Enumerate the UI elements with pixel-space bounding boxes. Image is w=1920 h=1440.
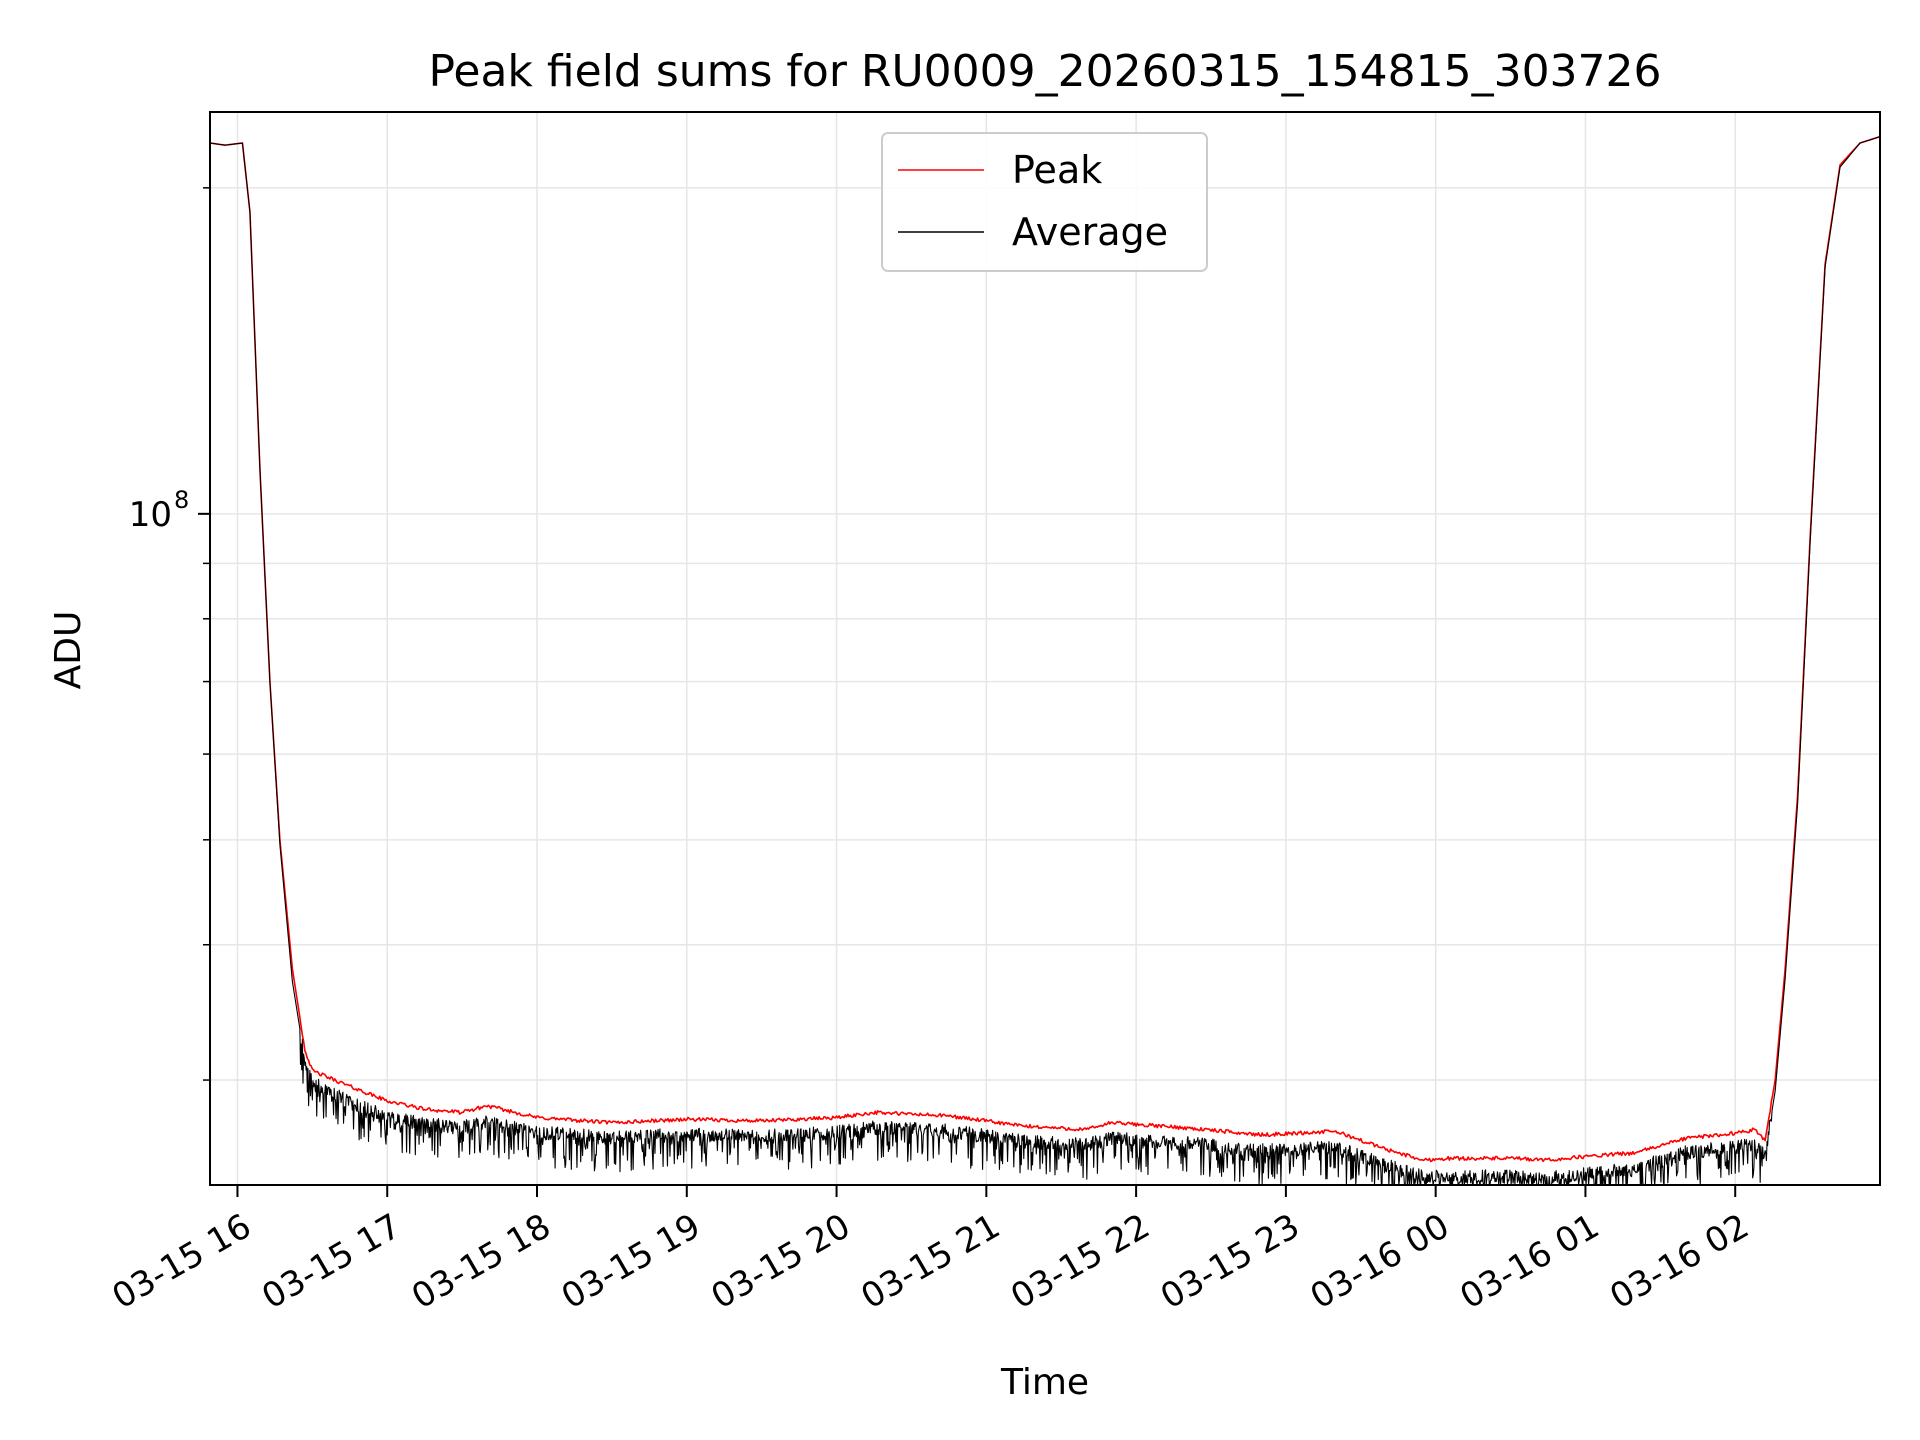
- grid-lines: [210, 112, 1880, 1185]
- legend-label-peak: Peak: [1012, 148, 1102, 192]
- y-tick-label-exponent: 8: [174, 486, 189, 514]
- plot-frame: [209, 111, 1881, 1186]
- chart-title: Peak field sums for RU0009_20260315_1548…: [428, 46, 1661, 97]
- y-tick-label-1e8: 10: [129, 495, 172, 535]
- y-tick-label-base: 10: [129, 495, 172, 535]
- legend: Peak Average: [881, 132, 1208, 272]
- y-axis-ticks: 10 8: [129, 187, 210, 1081]
- x-axis-label: Time: [1000, 1362, 1089, 1403]
- legend-box: [881, 132, 1208, 272]
- y-axis-label: ADU: [48, 611, 89, 690]
- series-line-peak: [209, 135, 1881, 1163]
- legend-label-average: Average: [1012, 210, 1168, 254]
